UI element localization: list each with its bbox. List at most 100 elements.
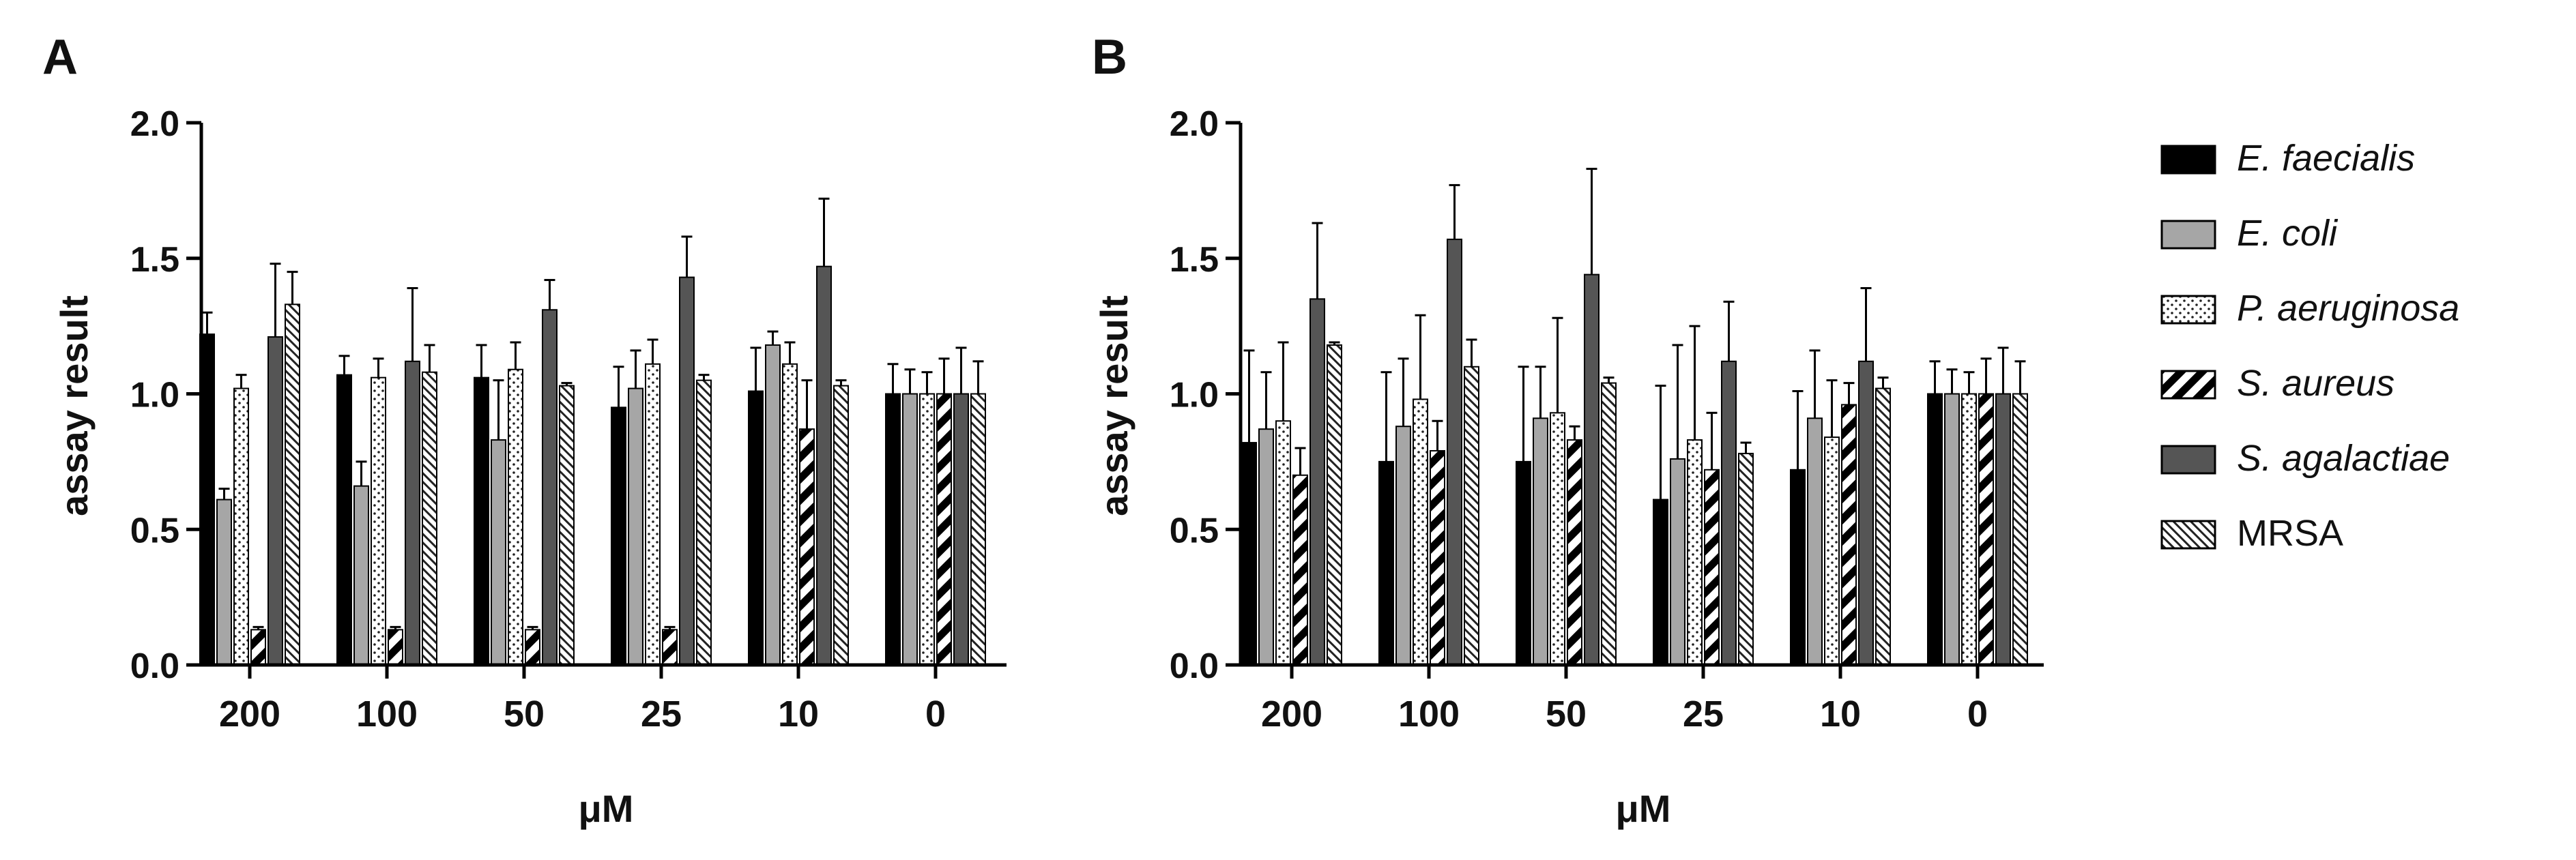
bar [1687, 439, 1703, 666]
bar [1327, 344, 1342, 666]
panel-a-xticks: 200 100 50 25 10 0 [219, 665, 946, 735]
bar [1704, 469, 1720, 666]
legend-swatch [2160, 145, 2216, 175]
bar [833, 385, 849, 666]
y-tick-label: 1.5 [1170, 240, 1219, 280]
bar [1790, 469, 1806, 666]
x-tick-label: 100 [1398, 694, 1460, 735]
legend: E. faecialis E. coli P. aeruginosa S. aureu… [2160, 138, 2459, 554]
panel-a-yticks: 0.0 0.5 1.0 1.5 2.0 [130, 104, 201, 686]
bar [388, 629, 403, 666]
bar [474, 376, 489, 666]
panel-b-bars [1241, 168, 2028, 666]
x-tick-label: 25 [641, 694, 682, 735]
legend-swatch [2160, 370, 2216, 400]
bar [216, 499, 232, 666]
legend-label: E. coli [2237, 213, 2339, 254]
bar [508, 368, 523, 666]
bar [405, 360, 420, 666]
bar [696, 379, 712, 666]
panel-a-ylabel: assay result [53, 295, 96, 516]
bar [1824, 436, 1840, 666]
bar [1395, 426, 1411, 666]
panel-b-label: B [1092, 30, 1127, 85]
bar [267, 336, 283, 666]
bar [1670, 458, 1685, 666]
bar [1447, 238, 1462, 666]
x-tick-label: 0 [1967, 694, 1988, 735]
panel-a-bars [199, 197, 986, 666]
bar [611, 406, 626, 666]
bar [1584, 273, 1600, 666]
bar [782, 363, 798, 666]
bar [1430, 449, 1445, 666]
panel-b-xticks: 200 100 50 25 10 0 [1261, 665, 1988, 735]
y-tick-label: 1.0 [130, 376, 179, 415]
bar [885, 393, 901, 666]
x-tick-label: 10 [1820, 694, 1861, 735]
legend-label: MRSA [2237, 513, 2343, 554]
bar [748, 390, 764, 666]
bar [902, 393, 918, 666]
bar [1533, 417, 1548, 666]
bar [1858, 360, 1874, 666]
bar [285, 303, 300, 666]
bar [1464, 366, 1479, 666]
y-tick-label: 1.5 [130, 240, 179, 280]
bar [1516, 460, 1531, 666]
bar [1721, 360, 1737, 666]
bar [559, 385, 575, 666]
x-tick-label: 50 [504, 694, 545, 735]
panel-a-label: A [42, 30, 78, 85]
y-tick-label: 0.0 [1170, 647, 1219, 686]
bar [1944, 393, 1960, 666]
x-tick-label: 10 [778, 694, 819, 735]
bar [371, 376, 386, 666]
bar [491, 439, 506, 666]
bar [1995, 393, 2011, 666]
bar [1378, 460, 1394, 666]
bar [2012, 393, 2028, 666]
bar [970, 393, 986, 666]
y-tick-label: 0.5 [1170, 511, 1219, 550]
x-tick-label: 100 [356, 694, 418, 735]
bar [1653, 499, 1668, 666]
bar [1567, 439, 1582, 666]
bar [799, 428, 815, 666]
bar [250, 629, 266, 666]
y-tick-label: 0.5 [130, 511, 179, 550]
legend-label: P. aeruginosa [2237, 288, 2459, 329]
legend-label: S. aureus [2237, 363, 2394, 404]
bar [936, 393, 952, 666]
y-tick-label: 2.0 [1170, 104, 1219, 144]
y-tick-label: 2.0 [130, 104, 179, 144]
legend-swatch [2160, 445, 2216, 475]
x-tick-label: 200 [219, 694, 280, 735]
panel-b-ylabel: assay result [1092, 295, 1135, 516]
bar [1413, 398, 1428, 666]
bar [816, 265, 832, 666]
bar [1292, 474, 1308, 666]
bar [662, 629, 678, 666]
bar [679, 276, 695, 666]
legend-swatch [2160, 520, 2216, 550]
bar [645, 363, 661, 666]
bar [353, 485, 369, 666]
bar [1927, 393, 1943, 666]
y-tick-label: 1.0 [1170, 376, 1219, 415]
bar [1875, 387, 1891, 666]
x-tick-label: 0 [925, 694, 946, 735]
bar [628, 387, 643, 666]
y-tick-label: 0.0 [130, 647, 179, 686]
bar [1978, 393, 1994, 666]
x-tick-label: 25 [1683, 694, 1724, 735]
panel-b-yticks: 0.0 0.5 1.0 1.5 2.0 [1170, 104, 1241, 686]
legend-label: S. agalactiae [2237, 438, 2450, 479]
bar [1807, 417, 1823, 666]
legend-swatch [2160, 220, 2216, 250]
bar [765, 344, 781, 666]
bar [919, 393, 935, 666]
legend-swatch [2160, 295, 2216, 325]
bar [1841, 404, 1857, 666]
panel-b: B assay result μM 0.00.51.01.52.0 200 100… [1092, 30, 2044, 830]
